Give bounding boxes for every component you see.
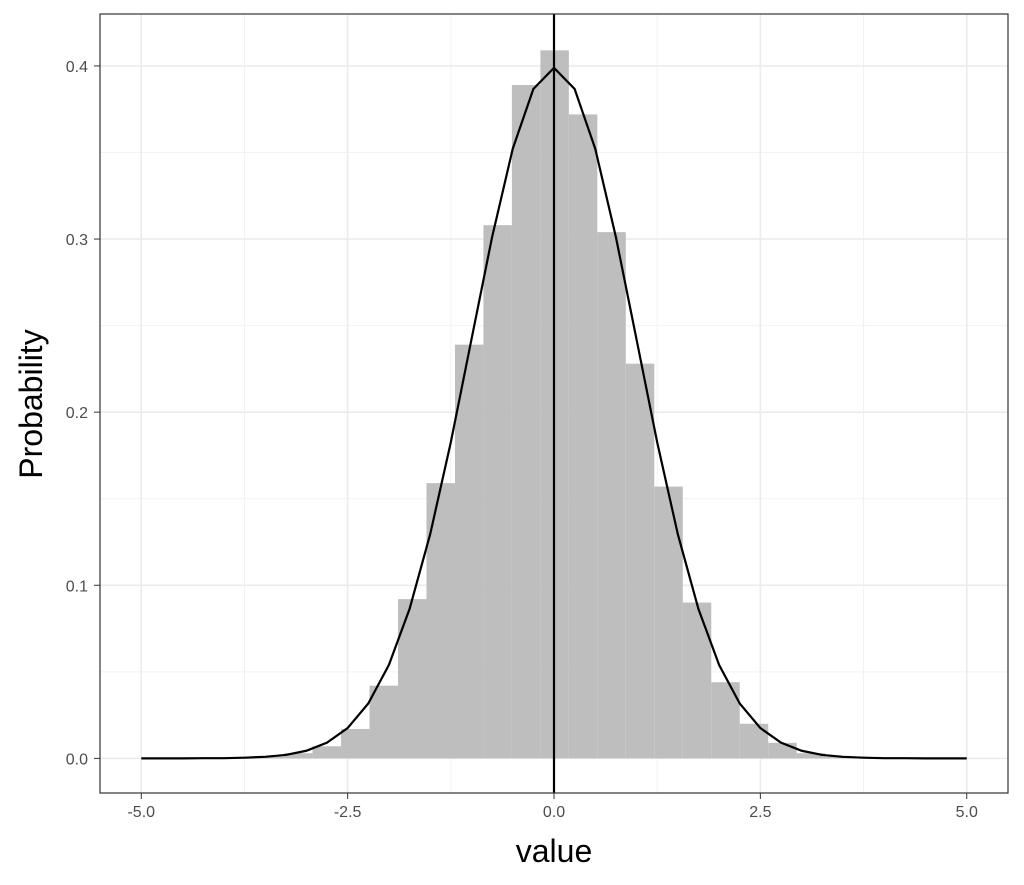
y-tick-label: 0.2: [66, 405, 88, 422]
histogram-bar: [768, 742, 797, 759]
histogram-bar: [739, 723, 769, 759]
histogram-bar: [483, 225, 512, 759]
y-tick-label: 0.3: [66, 232, 88, 249]
x-tick-label: 2.5: [749, 804, 771, 821]
y-tick-label: 0.0: [66, 751, 88, 768]
y-tick-label: 0.4: [66, 59, 88, 76]
histogram-bar: [796, 753, 826, 759]
x-tick-label: 0.0: [543, 804, 565, 821]
x-tick-label: -2.5: [334, 804, 362, 821]
histogram-bar: [255, 756, 285, 759]
y-tick-label: 0.1: [66, 578, 88, 595]
histogram-bar: [454, 344, 484, 759]
histogram-bar: [597, 232, 626, 759]
histogram-bar: [568, 114, 598, 759]
histogram-bar: [511, 84, 541, 759]
histogram-bar: [654, 486, 683, 759]
histogram-bar: [312, 746, 342, 759]
histogram-bar: [426, 483, 455, 759]
histogram-bar: [341, 728, 370, 759]
x-axis-title: value: [516, 833, 593, 869]
x-tick-label: -5.0: [127, 804, 155, 821]
histogram-bar: [625, 363, 655, 759]
histogram-bar: [284, 753, 313, 759]
y-axis-title: Probability: [13, 329, 49, 478]
x-tick-label: 5.0: [956, 804, 978, 821]
panel-border: [99, 13, 1009, 794]
histogram-bar: [369, 685, 398, 759]
histogram-bar: [682, 602, 712, 759]
histogram-bar: [397, 599, 427, 759]
